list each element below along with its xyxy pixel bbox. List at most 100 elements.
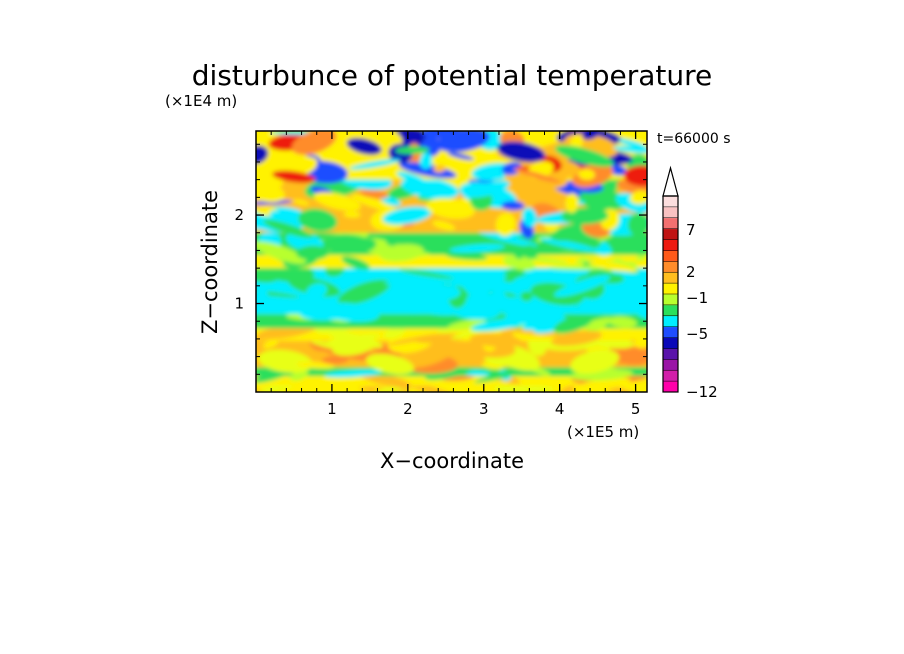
colorbar-swatch bbox=[663, 261, 678, 273]
field-cell bbox=[597, 242, 610, 256]
colorbar-swatch bbox=[663, 217, 678, 230]
field-cell bbox=[474, 366, 533, 383]
field-cell bbox=[522, 312, 565, 331]
field-cell bbox=[425, 364, 476, 380]
colorbar-swatch bbox=[663, 381, 678, 393]
field-cell bbox=[477, 231, 538, 247]
x-axis: 1 2 3 4 5 bbox=[270, 131, 641, 418]
field-cell bbox=[493, 384, 554, 392]
field-cell bbox=[551, 330, 603, 347]
field-cell bbox=[432, 220, 456, 231]
field-cell bbox=[399, 269, 454, 279]
y-tick-label: 2 bbox=[234, 206, 244, 224]
colorbar-swatch bbox=[663, 228, 678, 240]
field-cell bbox=[447, 152, 474, 160]
colorbar-label: −12 bbox=[686, 383, 718, 401]
colorbar-label: −5 bbox=[686, 325, 708, 343]
field-cell bbox=[405, 313, 423, 328]
field-cell bbox=[393, 380, 411, 390]
colorbar-label: 2 bbox=[686, 263, 696, 281]
colorbar-swatch bbox=[663, 326, 678, 338]
field-cell bbox=[299, 304, 358, 321]
colorbar-label: 7 bbox=[686, 221, 696, 239]
field-cell bbox=[570, 349, 620, 374]
field-cell bbox=[532, 316, 570, 334]
y-axis: 12 bbox=[234, 143, 647, 375]
field-cell bbox=[399, 162, 457, 179]
field-cell bbox=[513, 275, 548, 288]
colorbar-swatch bbox=[663, 283, 678, 295]
x-tick-label: 4 bbox=[555, 400, 565, 418]
field-cell bbox=[384, 280, 417, 285]
field-cell bbox=[380, 196, 401, 207]
colorbar-swatch bbox=[663, 304, 678, 317]
field-cell bbox=[513, 168, 562, 184]
field-cell bbox=[343, 211, 361, 218]
colorbar-swatch bbox=[663, 370, 678, 382]
field-cell bbox=[627, 212, 647, 237]
field-cell bbox=[447, 319, 486, 331]
field-cell bbox=[327, 330, 383, 349]
field-cell bbox=[298, 208, 338, 232]
field-cell bbox=[582, 317, 614, 329]
field-cell bbox=[306, 283, 328, 299]
field-band bbox=[256, 376, 647, 386]
x-tick-label: 5 bbox=[631, 400, 641, 418]
y-tick-label: 1 bbox=[234, 295, 244, 313]
field-cell bbox=[349, 158, 401, 170]
field-cell bbox=[351, 194, 398, 213]
field-cell bbox=[464, 370, 490, 377]
field-cell bbox=[495, 212, 516, 237]
colorbar-swatch bbox=[663, 315, 678, 328]
field-cell bbox=[501, 161, 522, 176]
plot-frame bbox=[255, 130, 648, 393]
y-axis-label: Z−coordinate bbox=[198, 190, 222, 334]
x-tick-label: 1 bbox=[327, 400, 337, 418]
colorbar-swatch bbox=[663, 348, 678, 360]
field-cell bbox=[256, 286, 268, 302]
colorbar-swatch bbox=[663, 272, 678, 284]
field-cell bbox=[522, 375, 570, 387]
plot-area bbox=[256, 131, 647, 392]
field-cell bbox=[501, 201, 525, 211]
field-cell bbox=[466, 180, 510, 198]
field-cell bbox=[548, 265, 606, 270]
field-cell bbox=[296, 245, 330, 261]
field-cell bbox=[359, 189, 389, 199]
colorbar-extend-arrow bbox=[662, 165, 679, 197]
field-cell bbox=[539, 237, 597, 252]
time-label: t=66000 s bbox=[657, 131, 731, 147]
field-cell bbox=[565, 193, 579, 213]
field-cell bbox=[500, 330, 515, 337]
field-cell bbox=[397, 339, 458, 368]
field-cell bbox=[337, 279, 391, 305]
field-cell bbox=[613, 146, 647, 154]
field-cell bbox=[522, 207, 538, 228]
field-cell bbox=[497, 141, 546, 163]
field-cell bbox=[553, 314, 594, 334]
field-cell bbox=[290, 370, 309, 381]
field-cell bbox=[342, 237, 377, 254]
chart-title: disturbunce of potential temperature bbox=[192, 59, 713, 92]
colorbar-swatch bbox=[663, 337, 678, 349]
field-cell bbox=[628, 335, 647, 351]
colorbar-swatch bbox=[663, 206, 678, 219]
field-cell bbox=[296, 361, 335, 369]
x-unit-label: (×1E5 m) bbox=[567, 423, 639, 441]
field-cell bbox=[449, 278, 491, 295]
field-cell bbox=[288, 157, 318, 176]
field-cell bbox=[520, 291, 533, 302]
colorbar-swatch bbox=[663, 250, 678, 262]
field-cell bbox=[258, 349, 313, 373]
field-cell bbox=[506, 328, 563, 337]
temperature-field bbox=[256, 131, 647, 392]
field-cell bbox=[426, 198, 475, 219]
field-cell bbox=[385, 233, 400, 247]
field-cell bbox=[554, 274, 611, 297]
field-cell bbox=[395, 146, 430, 155]
field-cell bbox=[608, 316, 638, 328]
field-cell bbox=[396, 171, 427, 184]
field-cell bbox=[503, 268, 525, 277]
x-axis-label: X−coordinate bbox=[380, 449, 524, 473]
field-cell bbox=[313, 192, 361, 211]
